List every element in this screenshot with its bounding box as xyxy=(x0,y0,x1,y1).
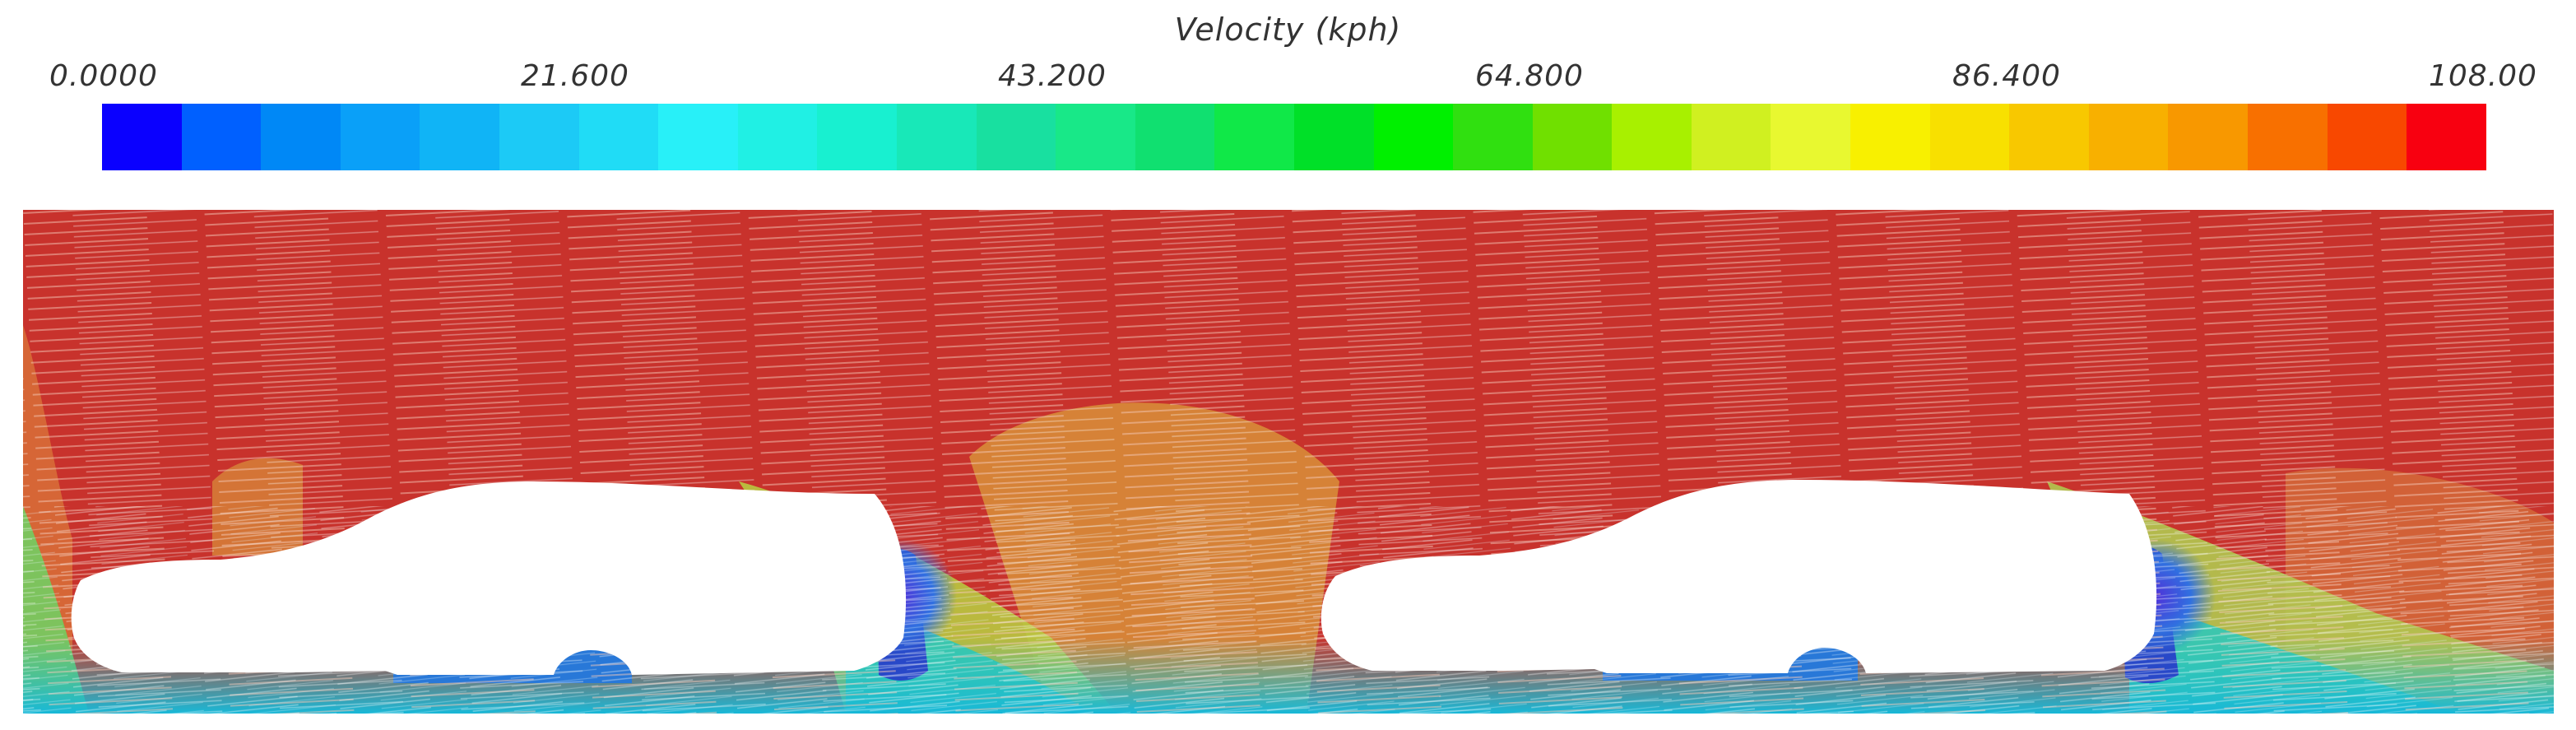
colorbar-swatch xyxy=(102,104,182,170)
colorbar-swatch xyxy=(1532,104,1613,170)
colorbar-swatch xyxy=(2168,104,2249,170)
colorbar-swatch xyxy=(976,104,1056,170)
colorbar-swatch xyxy=(2248,104,2328,170)
colorbar-swatch xyxy=(737,104,818,170)
colorbar-swatch xyxy=(1373,104,1454,170)
colorbar-swatch xyxy=(1293,104,1374,170)
colorbar-swatch xyxy=(261,104,341,170)
colorbar-title: Velocity (kph) xyxy=(1174,12,1402,48)
colorbar-swatch xyxy=(420,104,499,170)
colorbar-swatch xyxy=(578,104,659,170)
colorbar-swatch xyxy=(2088,104,2169,170)
vehicle-1-silhouette xyxy=(71,481,907,675)
colorbar xyxy=(102,104,2486,170)
colorbar-swatch xyxy=(1929,104,2010,170)
colorbar-tick-label: 64.800 xyxy=(1475,59,1584,93)
colorbar-swatch xyxy=(1214,104,1294,170)
colorbar-tick-label: 43.200 xyxy=(998,59,1107,93)
colorbar-swatch xyxy=(1135,104,1215,170)
colorbar-swatch xyxy=(340,104,420,170)
vehicle-2-silhouette xyxy=(1320,480,2157,673)
colorbar-swatch xyxy=(1850,104,1930,170)
colorbar-swatch xyxy=(1612,104,1692,170)
colorbar-swatch xyxy=(2327,104,2407,170)
colorbar-swatch xyxy=(658,104,738,170)
colorbar-tick-label: 108.00 xyxy=(2429,59,2537,93)
velocity-streamline-field xyxy=(23,210,2554,714)
colorbar-swatch xyxy=(1056,104,1135,170)
colorbar-swatch xyxy=(2407,104,2486,170)
colorbar-swatch xyxy=(817,104,897,170)
colorbar-swatch xyxy=(896,104,977,170)
colorbar-tick-label: 86.400 xyxy=(1952,59,2061,93)
colorbar-swatch xyxy=(499,104,579,170)
colorbar-swatch xyxy=(2009,104,2089,170)
colorbar-tick-label: 21.600 xyxy=(521,59,629,93)
colorbar-tick-label: 0.0000 xyxy=(49,59,158,93)
colorbar-swatch xyxy=(1771,104,1851,170)
colorbar-swatch xyxy=(1691,104,1771,170)
colorbar-swatch xyxy=(181,104,262,170)
colorbar-swatch xyxy=(1453,104,1533,170)
